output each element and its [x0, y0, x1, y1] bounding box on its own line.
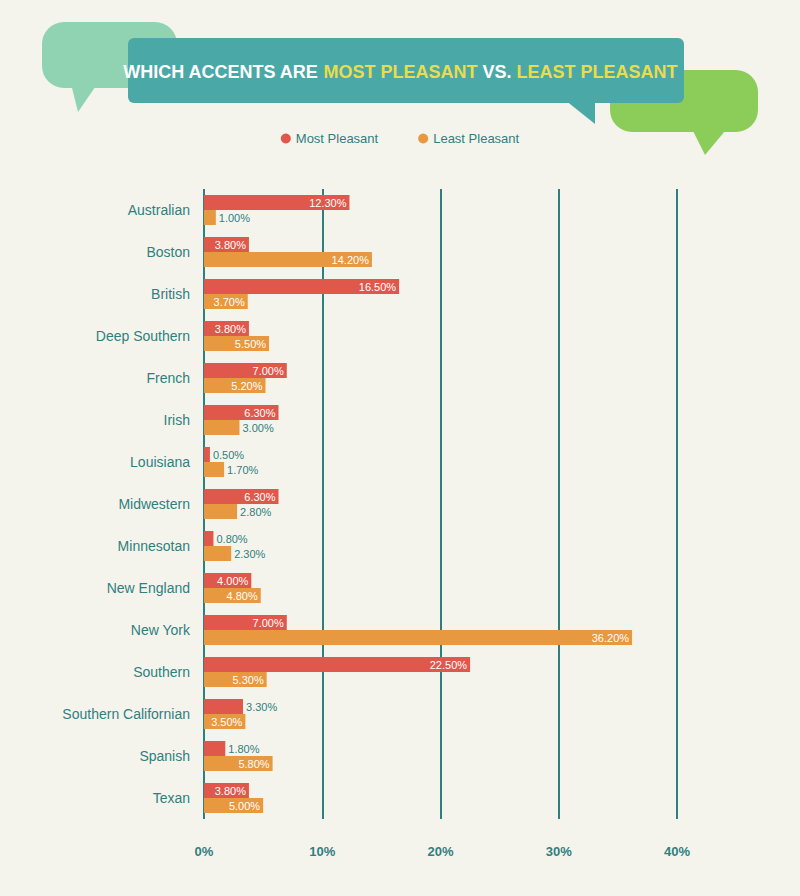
svg-text:LEAST PLEASANT: LEAST PLEASANT	[516, 62, 677, 82]
svg-text:1.00%: 1.00%	[219, 212, 250, 224]
svg-text:3.00%: 3.00%	[242, 422, 273, 434]
svg-text:Texan: Texan	[153, 790, 190, 806]
svg-text:6.30%: 6.30%	[244, 491, 275, 503]
svg-text:5.20%: 5.20%	[231, 380, 262, 392]
svg-text:3.70%: 3.70%	[214, 296, 245, 308]
svg-text:French: French	[146, 370, 190, 386]
svg-text:Southern Californian: Southern Californian	[62, 706, 190, 722]
svg-text:10%: 10%	[309, 844, 335, 859]
svg-text:Midwestern: Midwestern	[118, 496, 190, 512]
svg-text:3.80%: 3.80%	[215, 785, 246, 797]
svg-text:Irish: Irish	[164, 412, 190, 428]
svg-text:4.80%: 4.80%	[227, 590, 258, 602]
svg-text:British: British	[151, 286, 190, 302]
svg-text:Spanish: Spanish	[139, 748, 190, 764]
svg-text:20%: 20%	[427, 844, 453, 859]
svg-text:7.00%: 7.00%	[253, 617, 284, 629]
svg-text:5.50%: 5.50%	[235, 338, 266, 350]
svg-text:Australian: Australian	[128, 202, 190, 218]
svg-text:22.50%: 22.50%	[430, 659, 468, 671]
svg-text:5.00%: 5.00%	[229, 800, 260, 812]
svg-text:Most Pleasant: Most Pleasant	[296, 131, 379, 146]
svg-text:Minnesotan: Minnesotan	[118, 538, 190, 554]
svg-text:3.80%: 3.80%	[215, 323, 246, 335]
svg-text:1.70%: 1.70%	[227, 464, 258, 476]
svg-text:4.00%: 4.00%	[217, 575, 248, 587]
svg-text:2.30%: 2.30%	[234, 548, 265, 560]
svg-text:40%: 40%	[664, 844, 690, 859]
svg-text:0%: 0%	[195, 844, 214, 859]
svg-text:30%: 30%	[546, 844, 572, 859]
svg-text:Louisiana: Louisiana	[130, 454, 190, 470]
svg-text:12.30%: 12.30%	[309, 197, 347, 209]
svg-text:7.00%: 7.00%	[253, 365, 284, 377]
svg-text:3.80%: 3.80%	[215, 239, 246, 251]
svg-text:Southern: Southern	[133, 664, 190, 680]
svg-text:6.30%: 6.30%	[244, 407, 275, 419]
svg-text:Boston: Boston	[146, 244, 190, 260]
svg-text:36.20%: 36.20%	[592, 632, 630, 644]
svg-text:New England: New England	[107, 580, 190, 596]
svg-text:16.50%: 16.50%	[359, 281, 397, 293]
svg-text:WHICH ACCENTS ARE: WHICH ACCENTS ARE	[123, 62, 323, 82]
svg-text:3.30%: 3.30%	[246, 701, 277, 713]
svg-text:Deep Southern: Deep Southern	[96, 328, 190, 344]
svg-text:0.50%: 0.50%	[213, 449, 244, 461]
svg-text:14.20%: 14.20%	[332, 254, 370, 266]
svg-text:1.80%: 1.80%	[228, 743, 259, 755]
svg-text:VS.: VS.	[477, 62, 516, 82]
svg-text:Least Pleasant: Least Pleasant	[433, 131, 519, 146]
svg-text:2.80%: 2.80%	[240, 506, 271, 518]
svg-text:3.50%: 3.50%	[211, 716, 242, 728]
svg-text:MOST PLEASANT: MOST PLEASANT	[323, 62, 477, 82]
svg-text:New York: New York	[131, 622, 191, 638]
svg-text:5.80%: 5.80%	[238, 758, 269, 770]
svg-text:5.30%: 5.30%	[232, 674, 263, 686]
svg-text:0.80%: 0.80%	[216, 533, 247, 545]
